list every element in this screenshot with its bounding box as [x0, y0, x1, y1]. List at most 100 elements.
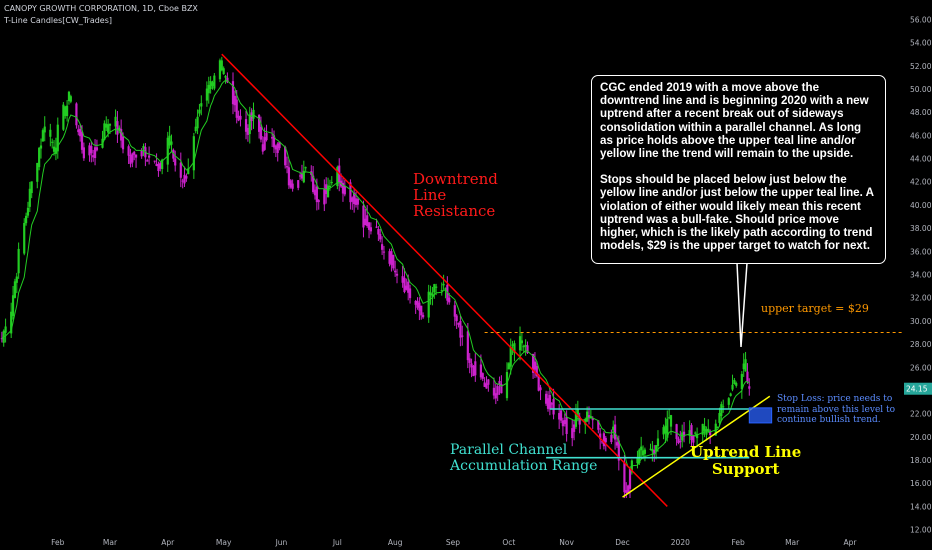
y-axis[interactable]: 12.0014.0016.0018.0020.0022.0024.0026.00…	[904, 15, 932, 535]
candle-body	[656, 438, 660, 447]
candle-body	[511, 344, 514, 346]
candle-body	[718, 413, 721, 423]
candle-body	[134, 154, 138, 158]
candle-body	[748, 386, 751, 389]
candle-body	[381, 244, 384, 250]
stop-loss-zone	[748, 407, 773, 424]
candle-body	[328, 185, 332, 188]
candle-body	[418, 302, 421, 311]
candle-body	[420, 305, 423, 316]
last-price-tag	[904, 382, 932, 395]
candle-body	[36, 162, 39, 182]
candle-body	[326, 185, 330, 198]
candle-body	[444, 288, 447, 290]
candle-body	[388, 251, 391, 264]
candle-body	[118, 127, 121, 131]
candle-body	[222, 68, 225, 75]
candle-body	[563, 420, 566, 425]
stop-loss-label: Stop Loss: price needs to remain above t…	[777, 394, 896, 425]
candle-body	[353, 193, 356, 205]
candle-body	[284, 146, 287, 166]
candle-body	[707, 428, 710, 432]
candle-body	[558, 413, 561, 420]
analysis-paragraph-1: CGC ended 2019 with a move above the dow…	[600, 81, 869, 161]
candle-body	[479, 364, 482, 378]
candle-body	[561, 420, 565, 427]
candle-body	[80, 132, 84, 150]
y-tick-label: 56.00	[910, 15, 932, 24]
candle-body	[494, 393, 497, 399]
candle-body	[43, 126, 46, 133]
candle-body	[116, 121, 119, 135]
candle-body	[472, 365, 475, 377]
candle-body	[474, 361, 477, 376]
candle-body	[172, 149, 175, 159]
candle-body	[394, 270, 397, 273]
candle-body	[209, 80, 212, 89]
candle-body	[261, 144, 264, 152]
candle-body	[649, 448, 652, 450]
candle-body	[39, 145, 43, 149]
candle-body	[535, 366, 538, 376]
candle-body	[41, 130, 44, 142]
candle-body	[10, 311, 13, 334]
candle-body	[746, 371, 749, 382]
candle-body	[278, 141, 281, 149]
y-tick-label: 40.00	[910, 201, 932, 210]
candle-body	[302, 170, 305, 183]
candle-body	[362, 205, 365, 228]
candle-body	[546, 398, 550, 409]
analysis-paragraph-2: Stops should be placed below just below …	[600, 173, 874, 253]
candle-body	[196, 116, 199, 129]
candle-body	[610, 434, 613, 443]
candle-body	[640, 446, 643, 451]
candle-body	[183, 174, 186, 184]
candle-body	[166, 137, 169, 165]
candle-body	[612, 426, 615, 431]
candle-body	[300, 173, 304, 179]
candle-body	[244, 119, 248, 132]
x-tick-label: Aug	[388, 538, 403, 547]
x-axis[interactable]: Feb Mar Apr May Jun Jul Aug Sep Oct Nov Dec 2020 Feb…	[51, 538, 857, 547]
candle-body	[742, 363, 745, 370]
candle-body	[194, 126, 197, 132]
candle-body	[602, 433, 606, 447]
candle-body	[448, 297, 451, 303]
candle-body	[263, 137, 266, 150]
candle-body	[599, 433, 602, 440]
candle-body	[709, 431, 712, 435]
x-tick-label: Nov	[559, 538, 574, 547]
uptrend-label: Uptrend Line Support	[690, 443, 802, 478]
candle-body	[524, 344, 527, 347]
candle-body	[248, 114, 251, 135]
candle-body	[23, 222, 26, 254]
tline-path	[1, 79, 750, 468]
candle-body	[364, 218, 367, 226]
candle-body	[336, 167, 339, 187]
y-tick-label: 26.00	[910, 363, 932, 372]
x-tick-label: Mar	[103, 538, 118, 547]
candle-body	[159, 162, 162, 169]
candle-body	[533, 361, 537, 370]
candle-body	[49, 129, 52, 137]
candle-body	[220, 60, 223, 71]
candle-body	[627, 485, 630, 493]
candle-body	[692, 435, 695, 443]
indicator-legend[interactable]: T-Line Candles[CW_Trades]	[4, 16, 113, 25]
candle-body	[26, 207, 30, 216]
downtrend-label: Downtrend Line Resistance	[413, 170, 498, 220]
candle-body	[367, 222, 371, 230]
candle-body	[731, 384, 734, 390]
candle-body	[574, 413, 578, 427]
candle-body	[405, 285, 408, 290]
candle-body	[416, 300, 419, 308]
candle-body	[298, 175, 302, 177]
candle-body	[224, 75, 227, 78]
candle-body	[354, 198, 358, 205]
candle-body	[690, 425, 693, 441]
candle-body	[312, 175, 315, 193]
y-tick-label: 42.00	[910, 178, 932, 187]
candle-body	[226, 77, 229, 83]
candle-body	[440, 290, 443, 292]
